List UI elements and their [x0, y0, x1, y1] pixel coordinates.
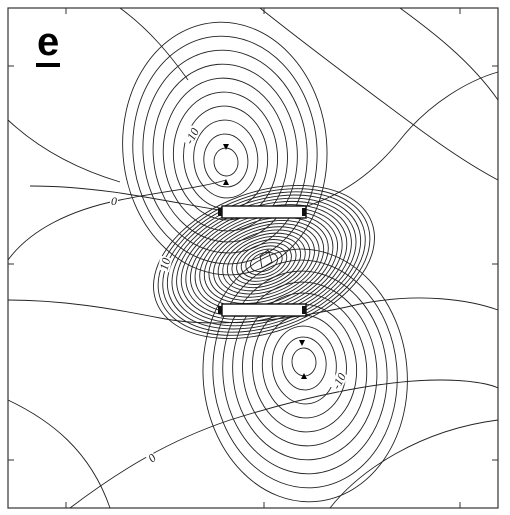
outer-contour: [7, 119, 121, 183]
contour-label-left-zero: 0: [110, 194, 118, 208]
lower-lobe-contour: [202, 248, 408, 503]
extremum-marker: [223, 179, 229, 185]
central-lobe-contour: [199, 216, 329, 308]
plate-end-mark: [302, 208, 306, 216]
central-lobe-contour: [250, 251, 278, 273]
upper-lobe-contour: [203, 133, 249, 188]
outer-contour: [7, 297, 499, 324]
upper-lobe-contour: [122, 21, 328, 276]
upper-lobe-contour: [162, 77, 288, 232]
contour-label-center-lobe: 10: [156, 255, 174, 273]
central-lobe-contour: [231, 239, 297, 285]
outer-contour: [29, 71, 499, 215]
upper-lobe-contour: [152, 63, 298, 243]
central-lobe-contour: [208, 223, 320, 301]
outer-contour: [399, 7, 499, 101]
outer-contour: [69, 379, 499, 509]
extremum-marker: [223, 144, 229, 150]
plate-end-mark: [218, 208, 222, 216]
extremum-marker: [299, 340, 305, 346]
central-lobe-contour: [194, 213, 334, 311]
upper-plate: [221, 205, 307, 219]
upper-lobe-contour: [193, 119, 259, 199]
lower-lobe-contour: [212, 259, 398, 489]
central-lobe-contour: [157, 188, 371, 336]
outer-contour: [329, 419, 499, 509]
outer-contour: [259, 7, 499, 181]
lower-plate: [221, 303, 307, 317]
lower-lobe-contour: [271, 325, 337, 405]
central-lobe-contour: [162, 191, 366, 333]
central-peak-contour: [259, 249, 273, 269]
frame-ticks: [8, 8, 498, 508]
extremum-markers: [223, 144, 307, 379]
upper-lobe-contour: [132, 35, 318, 265]
panel-letter: e: [36, 22, 61, 67]
outer-contour: [7, 399, 111, 509]
upper-lobe-contour: [142, 49, 308, 254]
lower-lobe-contour: [281, 336, 327, 391]
plate-end-mark: [218, 306, 222, 314]
lower-lobe-contour: [291, 347, 317, 377]
contour-lines: [7, 7, 499, 509]
central-lobe-contour: [153, 185, 375, 339]
plate-end-mark: [302, 306, 306, 314]
plot-frame: [7, 7, 499, 509]
upper-lobe-contour: [172, 91, 279, 221]
capacitor-plates: [218, 205, 307, 317]
extremum-marker: [301, 373, 307, 379]
central-lobe-contour: [222, 232, 306, 292]
central-lobe-contour: [213, 226, 315, 298]
outer-contour: [119, 7, 189, 81]
central-lobe-contour: [203, 220, 325, 304]
lower-lobe-contour: [242, 292, 368, 447]
outer-contour: [7, 179, 227, 261]
central-lobe-contour: [240, 245, 288, 279]
lower-lobe-contour: [222, 270, 388, 475]
lower-lobe-contour: [232, 281, 378, 461]
upper-lobe-contour: [213, 147, 239, 177]
